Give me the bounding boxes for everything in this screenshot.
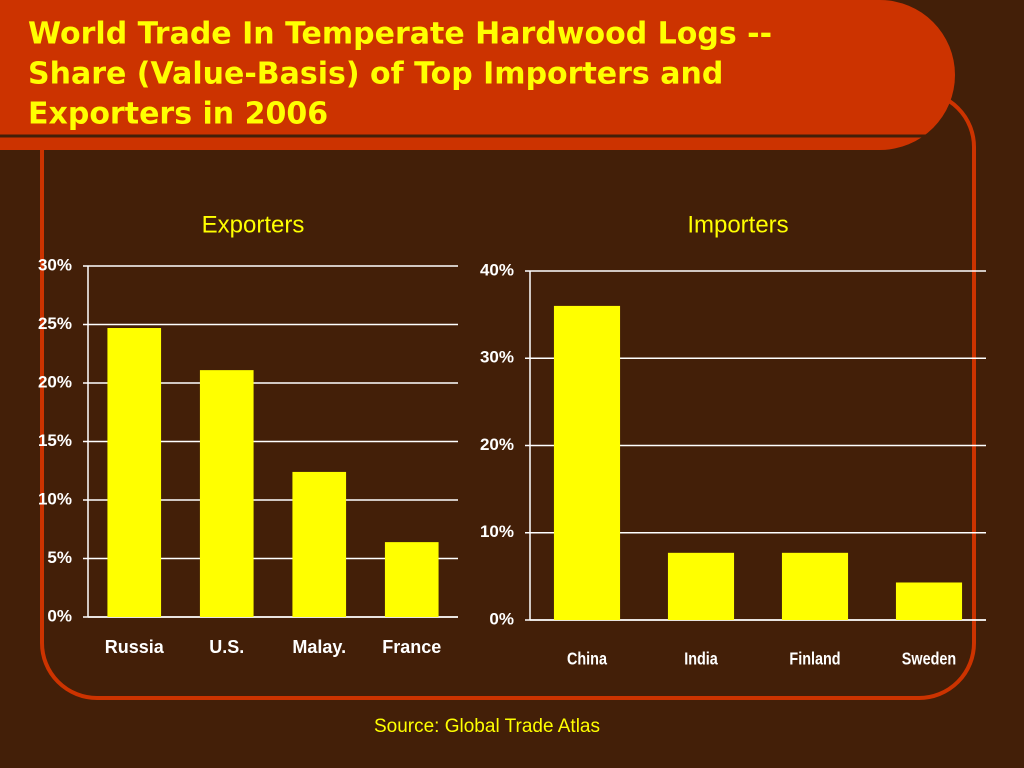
title-line: World Trade In Temperate Hardwood Logs -… xyxy=(28,17,772,52)
y-tick-label: 30% xyxy=(480,348,514,367)
bar xyxy=(199,370,254,617)
y-tick-label: 0% xyxy=(489,609,514,628)
bar xyxy=(667,552,735,620)
y-tick-label: 10% xyxy=(38,489,72,508)
bar xyxy=(384,542,439,617)
x-tick-label: China xyxy=(567,649,608,669)
x-tick-label: Finland xyxy=(789,649,840,669)
chart-title: Exporters xyxy=(202,211,305,238)
y-tick-label: 20% xyxy=(38,372,72,391)
bar xyxy=(781,552,849,620)
chart-title: Importers xyxy=(687,211,788,238)
y-tick-label: 15% xyxy=(38,431,72,450)
y-tick-label: 20% xyxy=(480,435,514,454)
y-tick-label: 30% xyxy=(38,255,72,274)
bar xyxy=(553,305,621,620)
y-tick-label: 10% xyxy=(480,522,514,541)
y-tick-label: 5% xyxy=(47,548,72,567)
x-tick-label: India xyxy=(684,649,718,669)
source: Source: Global Trade Atlas xyxy=(374,716,600,737)
x-tick-label: Sweden xyxy=(902,649,956,669)
y-tick-label: 40% xyxy=(480,260,514,279)
title-line: Exporters in 2006 xyxy=(28,97,328,132)
y-tick-label: 25% xyxy=(38,314,72,333)
bar xyxy=(292,471,347,617)
x-tick-label: Russia xyxy=(105,637,165,657)
x-tick-label: France xyxy=(382,637,441,657)
x-tick-label: U.S. xyxy=(209,637,244,657)
bar xyxy=(895,582,963,620)
title-line: Share (Value-Basis) of Top Importers and xyxy=(28,57,723,92)
x-tick-label: Malay. xyxy=(292,637,346,657)
y-tick-label: 0% xyxy=(47,606,72,625)
title-banner xyxy=(0,0,955,150)
bar xyxy=(107,328,162,617)
